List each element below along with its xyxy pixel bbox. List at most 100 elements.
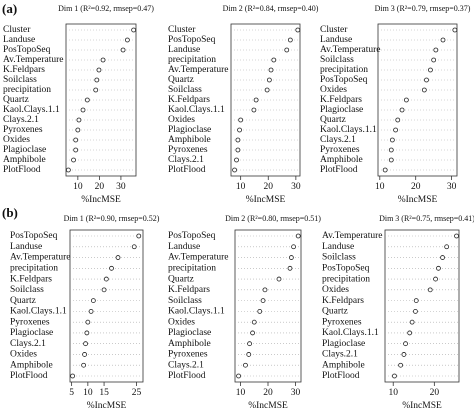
category-label: K.Feldpars [320,95,362,105]
dot [109,265,114,271]
dot [452,27,458,33]
chart-title: Dim 2 (R²=0.84, rmsep=0.40) [223,4,319,13]
category-label: Landuse [168,242,200,252]
dot [236,373,241,379]
dot [100,57,106,63]
dot [284,47,290,53]
category-label: Av.Temperature [322,231,383,241]
category-label: PlotFlood [168,165,206,175]
x-tick-label: 30 [447,182,457,192]
x-axis-label: %IncMSE [398,195,438,205]
category-label: precipitation [168,55,216,65]
category-label: PosTopoSeq [320,75,368,85]
category-label: PosTopoSeq [168,35,216,45]
x-tick-label: 30 [116,182,126,192]
dot [287,265,293,271]
category-label: PosTopoSeq [10,231,58,241]
x-tick-label: 10 [83,388,93,398]
category-label: Av.Temperature [320,45,381,55]
category-label: Landuse [3,35,35,45]
dot [392,373,397,379]
x-axis-label: %IncMSE [246,195,286,205]
category-label: Av.Temperature [168,253,229,263]
category-label: Soilclass [322,253,356,263]
dot [382,167,388,173]
category-label: Oxides [168,115,195,125]
x-tick-label: 25 [132,388,142,398]
category-label: PosTopoSeq [168,231,216,241]
category-label: Amphibole [320,155,363,165]
category-label: Amphibole [322,360,365,370]
dot [389,137,395,143]
category-label: Pyroxenes [168,145,208,155]
dot [260,298,266,304]
dot [73,137,79,143]
dot [424,77,429,83]
chart-title: Dim 3 (R²=0.79, rmsep=0.37) [375,4,471,13]
dot [398,362,404,368]
dot [413,308,418,314]
category-label: Kaol.Clays.1.1 [10,307,67,317]
category-label: Quartz [168,75,194,85]
dot [65,167,71,173]
category-label: Oxides [168,317,195,327]
dot [235,147,241,153]
dot [421,87,427,93]
category-label: Quartz [3,95,29,105]
dot [238,117,244,123]
dot [295,27,301,33]
x-tick-label: 20 [430,388,440,398]
category-label: Clays.2.1 [168,155,204,165]
dot [237,127,242,133]
dot [257,308,263,314]
dot [94,77,100,83]
category-label: Clays.2.1 [10,339,46,349]
dot [136,233,142,239]
dot [388,147,394,153]
category-label: Clays.2.1 [168,360,204,370]
dot [409,319,415,325]
dot [395,117,401,123]
dot [85,319,91,325]
category-label: Pyroxenes [168,350,208,360]
dot [253,97,259,103]
dot [413,298,419,304]
category-label: Pyroxenes [322,317,362,327]
category-label: Landuse [168,45,200,55]
dot [251,107,257,113]
category-label: Soilclass [3,75,37,85]
category-label: Oxides [320,85,347,95]
category-label: Amphibole [168,135,211,145]
dot [393,127,398,133]
dot [101,287,107,293]
category-label: precipitation [168,263,216,273]
dot [250,330,256,336]
plot-frame [230,23,301,177]
dot [295,233,301,239]
dot [266,77,272,83]
category-label: Av.Temperature [10,253,71,263]
dot [433,276,438,282]
category-label: precipitation [322,274,370,284]
category-label: Plagioclase [10,328,53,338]
x-tick-label: 20 [263,388,273,398]
category-label: Plagioclase [320,105,363,115]
dot [71,157,76,163]
dot [388,157,394,163]
dot [440,255,445,260]
category-label: Soilclass [10,285,44,295]
category-label: Plagioclase [322,339,365,349]
dot [131,27,137,33]
panel-label: (a) [2,1,17,16]
dot [403,97,409,103]
dot [454,233,459,239]
category-label: Kaol.Clays.1.1 [168,307,225,317]
category-label: precipitation [3,85,51,95]
plot-frame [65,23,137,177]
dot [84,97,90,103]
category-label: Oxides [10,350,37,360]
category-label: K.Feldpars [10,274,52,284]
category-label: Landuse [322,242,354,252]
dot [103,276,109,282]
dot [81,362,87,368]
